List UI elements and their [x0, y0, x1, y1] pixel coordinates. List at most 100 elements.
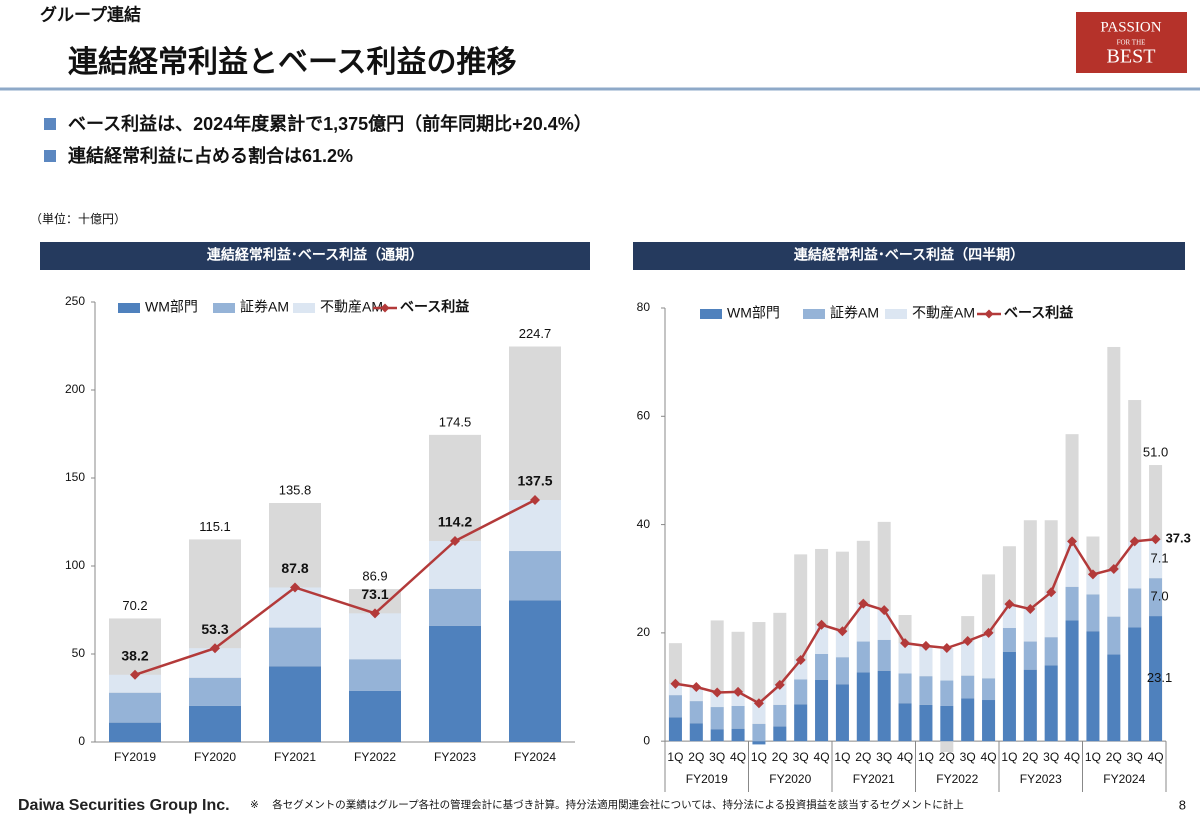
line-label: 37.3: [1166, 531, 1191, 546]
line-marker: [753, 698, 764, 709]
line-marker: [712, 687, 723, 698]
footer-note: ※ 各セグメントの業績はグループ各社の管理会計に基づき計算。持分法適用関連会社に…: [250, 798, 964, 811]
bar-segment: [898, 673, 912, 704]
segment-label: 7.1: [1151, 550, 1169, 565]
x-tick-label: 3Q: [793, 750, 809, 764]
line-series: [675, 537, 1156, 705]
x-tick-label: FY2021: [274, 750, 316, 764]
x-tick-label: 2Q: [1022, 750, 1038, 764]
x-tick-label: 3Q: [1127, 750, 1143, 764]
bar-segment: [668, 695, 682, 718]
bar-segment: [752, 741, 766, 745]
bar-segment: [509, 600, 561, 742]
x-tick-label: 4Q: [1148, 750, 1164, 764]
bar-segment: [1002, 651, 1016, 742]
bar-segment: [1107, 654, 1121, 742]
logo-text: BEST: [1107, 46, 1156, 68]
legend-label: WM部門: [727, 305, 780, 321]
legend-label: 証券AM: [830, 305, 879, 321]
segment-label: 23.1: [1147, 670, 1172, 685]
page-number: 8: [1179, 797, 1186, 812]
y-tick-label: 150: [65, 470, 85, 484]
x-tick-label: 1Q: [834, 750, 850, 764]
group-label: FY2021: [853, 772, 895, 786]
bar-segment: [429, 625, 481, 742]
bullet-text: ベース利益は、2024年度累計で1,375億円（前年同期比+20.4%）: [68, 113, 592, 134]
x-tick-label: 2Q: [1106, 750, 1122, 764]
total-label: 86.9: [362, 568, 387, 583]
bar-segment: [982, 632, 996, 679]
section-label: グループ連結: [40, 4, 141, 24]
bullet-text: 連結経常利益に占める割合は61.2%: [68, 145, 353, 166]
line-marker: [816, 619, 827, 630]
legend-label: WM部門: [145, 299, 198, 315]
bar-segment: [689, 687, 703, 702]
x-tick-label: FY2024: [514, 750, 556, 764]
bar-segment: [1002, 628, 1016, 652]
unit-label: （単位：十億円）: [30, 211, 126, 226]
x-tick-label: 2Q: [688, 750, 704, 764]
line-marker: [130, 669, 140, 680]
bar-segment: [752, 700, 766, 724]
y-tick-label: 250: [65, 294, 85, 308]
bar-segment: [710, 707, 724, 730]
bar-segment: [794, 704, 808, 742]
slide-title: 連結経常利益とベース利益の推移: [68, 45, 517, 79]
bar-segment: [668, 717, 682, 742]
total-label: 70.2: [122, 598, 147, 613]
total-label: 224.7: [519, 326, 552, 341]
bar-segment: [1128, 588, 1142, 628]
line-marker: [983, 627, 994, 638]
bar-segment: [269, 627, 321, 667]
group-label: FY2023: [1020, 772, 1062, 786]
line-label: 137.5: [517, 473, 552, 489]
bar-segment: [1128, 541, 1142, 589]
legend-swatch: [213, 303, 235, 313]
footer-company: Daiwa Securities Group Inc.: [18, 797, 230, 814]
line-marker: [210, 643, 220, 654]
bar-segment: [940, 680, 954, 706]
bar-segment: [109, 692, 161, 723]
bar-segment: [961, 675, 975, 699]
x-tick-label: 2Q: [939, 750, 955, 764]
bar-segment: [835, 657, 849, 685]
bar-segment: [731, 705, 745, 729]
x-tick-label: 3Q: [876, 750, 892, 764]
logo-text: PASSION: [1100, 19, 1161, 35]
logo-text: FOR THE: [1117, 39, 1146, 47]
bar-segment: [773, 684, 787, 705]
x-tick-label: FY2020: [194, 750, 236, 764]
segment-label: 7.0: [1151, 589, 1169, 604]
bar-segment: [1065, 541, 1079, 587]
bar-segment: [1149, 616, 1163, 742]
bar-segment: [689, 701, 703, 724]
bar-segment: [1086, 574, 1100, 595]
bar-segment: [109, 674, 161, 693]
bar-segment: [1149, 578, 1163, 617]
line-marker: [858, 598, 869, 609]
bar-segment: [982, 700, 996, 742]
bar-segment: [1107, 568, 1121, 617]
bar-segment: [794, 679, 808, 705]
y-tick-label: 0: [78, 734, 85, 748]
legend-label: ベース利益: [1004, 305, 1073, 321]
panel-title: 連結経常利益･ベース利益（四半期）: [794, 247, 1024, 263]
bar-segment: [773, 726, 787, 742]
bar-segment: [269, 666, 321, 742]
x-tick-label: 1Q: [918, 750, 934, 764]
bar-segment: [919, 676, 933, 705]
line-marker: [370, 608, 380, 619]
bar-segment: [668, 683, 682, 696]
x-tick-label: FY2022: [354, 750, 396, 764]
y-tick-label: 40: [637, 517, 651, 531]
legend-label: ベース利益: [400, 299, 469, 315]
bar-segment: [1044, 637, 1058, 666]
y-tick-label: 80: [637, 300, 651, 314]
y-tick-label: 200: [65, 382, 85, 396]
bar-segment: [349, 659, 401, 691]
bar-segment: [898, 703, 912, 742]
bar-segment: [429, 541, 481, 589]
x-tick-label: 3Q: [960, 750, 976, 764]
bar-segment: [1044, 592, 1058, 638]
line-marker: [670, 678, 681, 689]
